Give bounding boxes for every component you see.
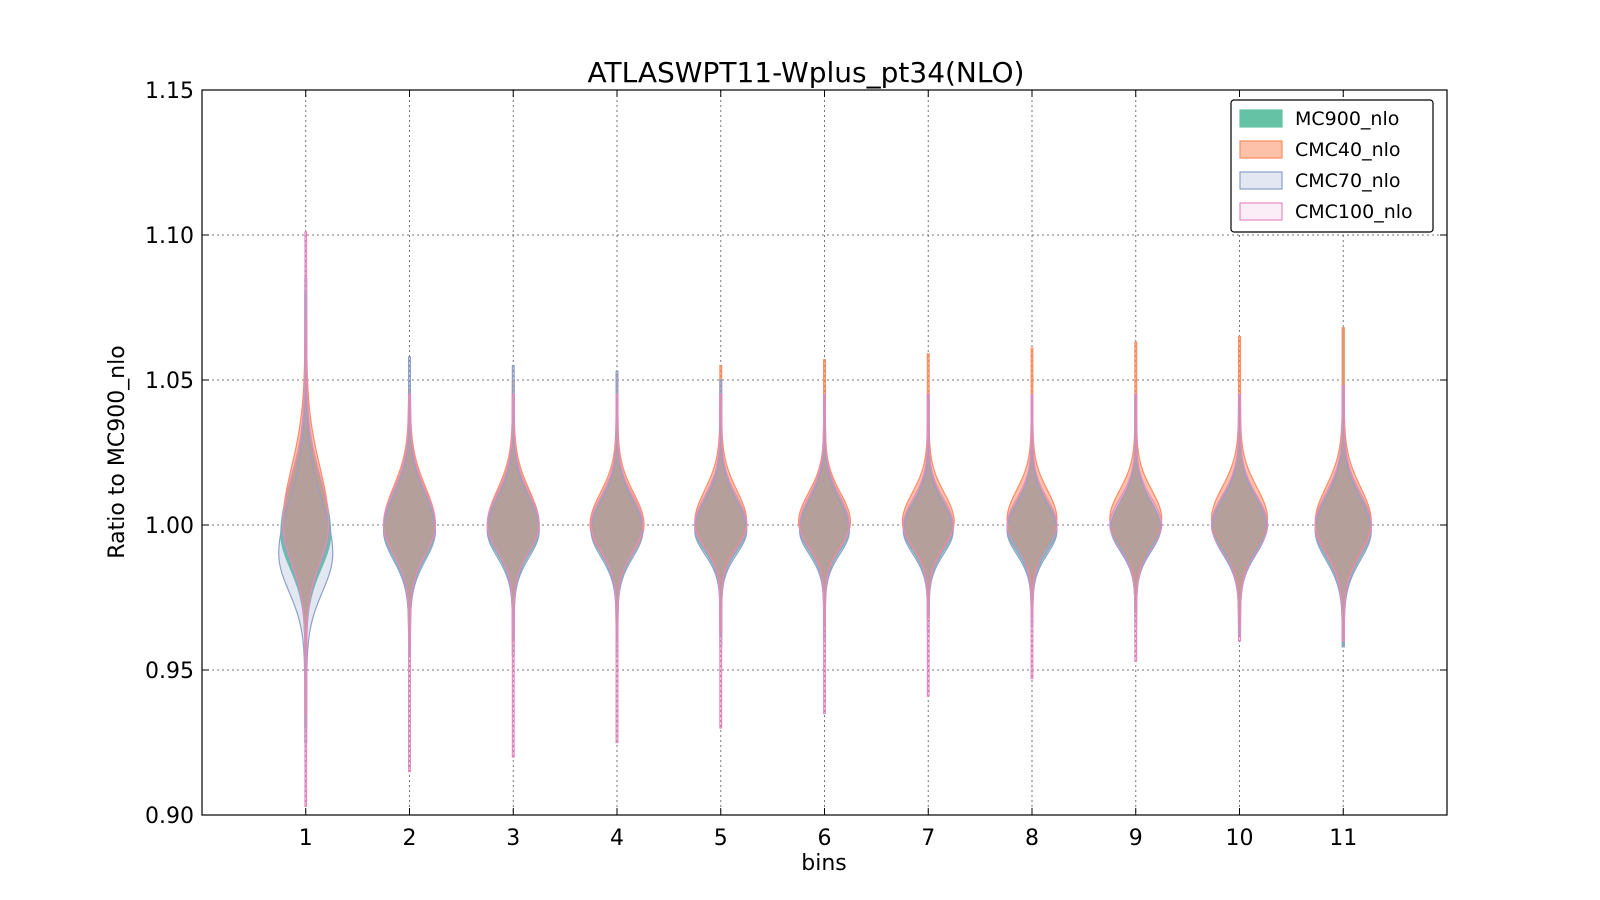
- legend-label: CMC100_nlo: [1295, 201, 1413, 223]
- y-tick-label: 0.90: [145, 804, 194, 829]
- x-tick-label: 8: [1025, 826, 1039, 851]
- violin-CMC100_nlo-bin-5: [694, 393, 748, 729]
- violin-CMC70_nlo-bin-3: [486, 364, 540, 657]
- violin-CMC40_nlo-bin-5: [694, 364, 748, 633]
- violin-CMC70_nlo-bin-2: [382, 356, 437, 657]
- violin-CMC40_nlo-bin-11: [1314, 327, 1372, 642]
- legend-swatch: [1239, 140, 1283, 159]
- violin-CMC70_nlo-bin-4: [590, 370, 644, 657]
- legend-label: CMC70_nlo: [1295, 170, 1401, 192]
- x-tick-label: 3: [506, 826, 520, 851]
- violin-CMC100_nlo-bin-1: [282, 231, 330, 807]
- violin-CMC100_nlo-bin-8: [1006, 393, 1058, 680]
- chart-title: ATLASWPT11-Wplus_pt34(NLO): [588, 56, 1025, 89]
- y-tick-label: 0.95: [145, 659, 194, 684]
- violin-CMC100_nlo-bin-9: [1109, 393, 1163, 662]
- violin-CMC100_nlo-bin-3: [486, 393, 540, 758]
- x-tick-label: 6: [818, 826, 832, 851]
- x-tick-label: 1: [299, 826, 313, 851]
- violin-CMC100_nlo-bin-2: [382, 393, 437, 773]
- violin-CMC100_nlo-bin-7: [902, 393, 954, 697]
- series-CMC70_nlo: [278, 277, 1372, 744]
- violin-CMC100_nlo-bin-11: [1314, 385, 1372, 642]
- legend-box: [1230, 99, 1434, 233]
- legend-label: MC900_nlo: [1295, 108, 1399, 130]
- y-tick-label: 1.15: [145, 79, 194, 104]
- legend-swatch: [1239, 202, 1283, 221]
- series-CMC100_nlo: [282, 231, 1372, 807]
- violin-CMC70_nlo-bin-5: [694, 379, 748, 648]
- y-tick-label: 1.05: [145, 369, 194, 394]
- legend-swatch: [1239, 109, 1283, 128]
- x-tick-label: 2: [403, 826, 417, 851]
- x-tick-label: 10: [1226, 826, 1254, 851]
- axis-ticks: 0.90 0.95 1.00 1.05 1.10 1.15 1 2 3 4 5 6 7 8 9 10 11: [145, 79, 1447, 851]
- x-tick-label: 9: [1129, 826, 1143, 851]
- y-axis-label: Ratio to MC900_nlo: [105, 345, 130, 558]
- x-tick-label: 5: [714, 826, 728, 851]
- legend-swatch: [1239, 171, 1283, 190]
- y-tick-label: 1.10: [145, 224, 194, 249]
- violin-CMC100_nlo-bin-6: [798, 393, 851, 715]
- x-tick-label: 11: [1329, 826, 1357, 851]
- x-tick-label: 7: [921, 826, 935, 851]
- violin-CMC40_nlo-bin-10: [1210, 335, 1269, 628]
- violins: [278, 231, 1372, 807]
- legend-label: CMC40_nlo: [1295, 139, 1401, 161]
- legend: MC900_nlo CMC40_nlo CMC70_nlo CMC100_nlo: [1230, 99, 1434, 233]
- x-tick-label: 4: [610, 826, 624, 851]
- violin-CMC100_nlo-bin-10: [1210, 393, 1269, 642]
- y-tick-label: 1.00: [145, 514, 194, 539]
- x-axis-label: bins: [801, 851, 846, 876]
- violin-CMC100_nlo-bin-4: [590, 393, 644, 744]
